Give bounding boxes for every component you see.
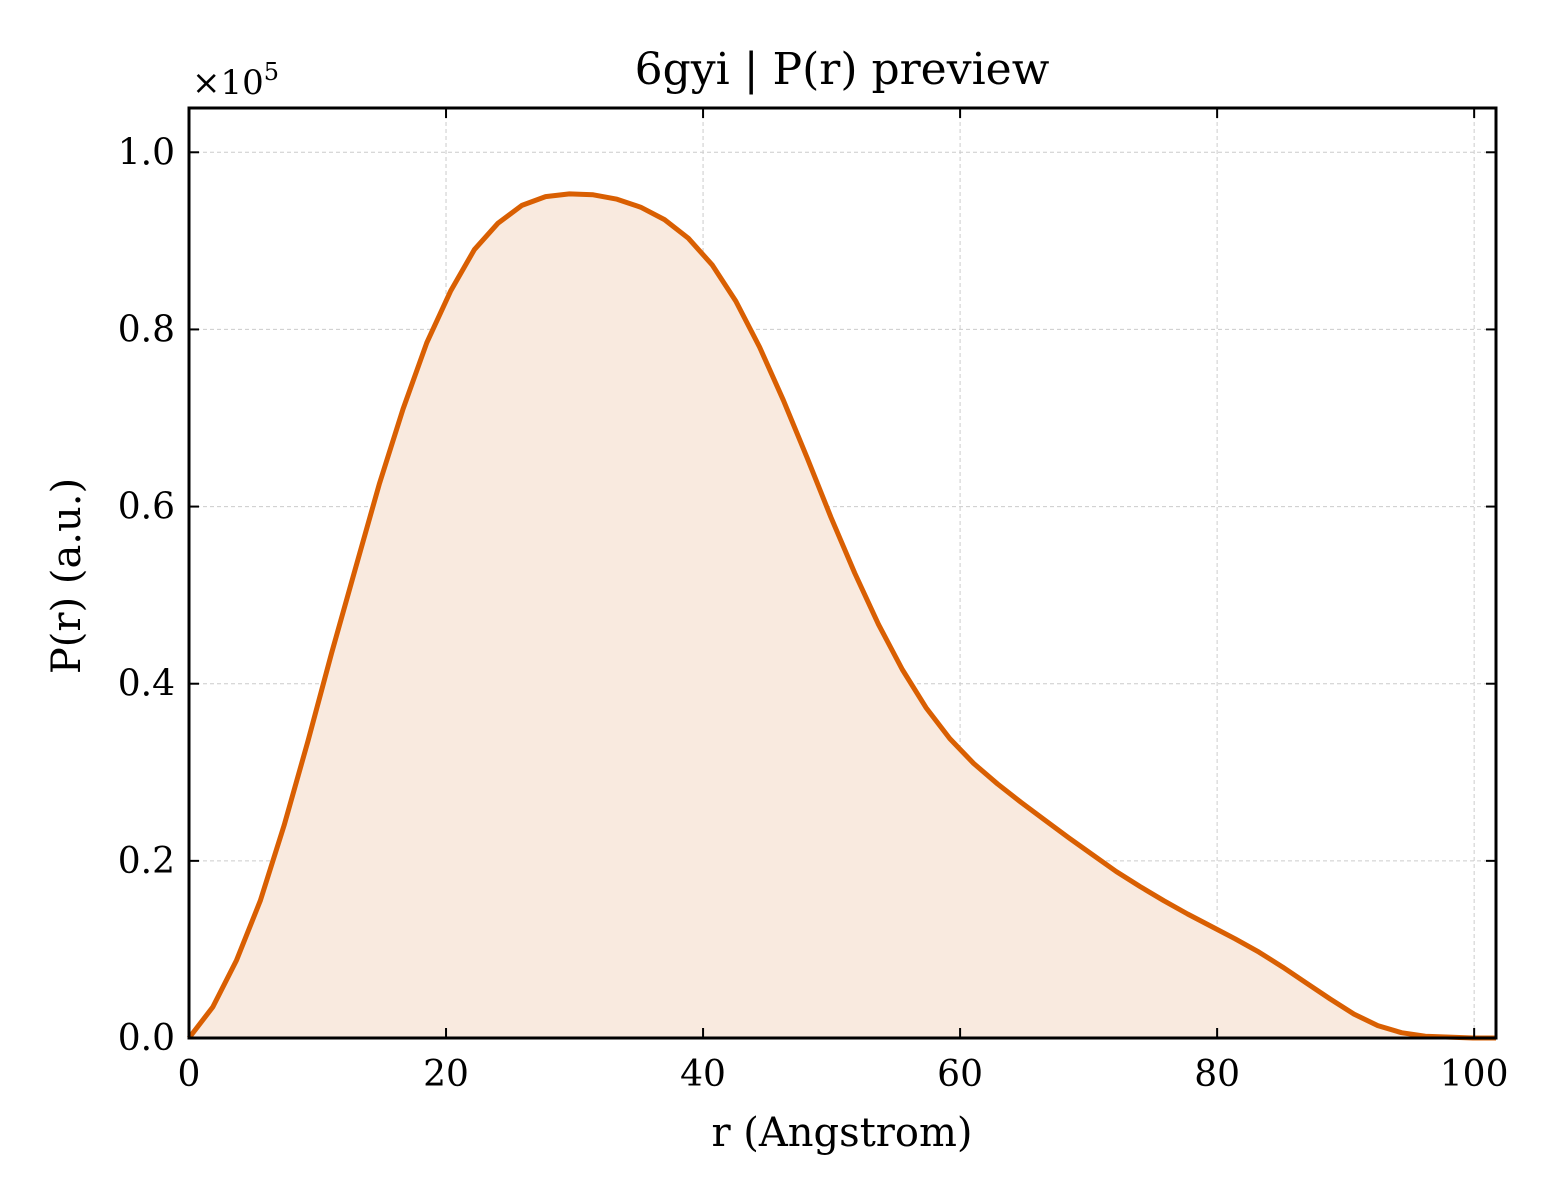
plot-frame [187, 106, 1498, 1040]
y-axis-ticks: 0.0 0.2 0.4 0.6 0.8 1.0 [118, 132, 1496, 1059]
y-axis-label: P(r) (a.u.) [44, 478, 90, 674]
x-tick-label: 0 [178, 1054, 201, 1095]
y-tick-label: 1.0 [118, 132, 175, 173]
x-tick-label: 40 [680, 1054, 726, 1095]
y-multiplier-base: ×10 [192, 63, 264, 103]
x-axis-label: r (Angstrom) [711, 1110, 972, 1156]
y-multiplier-exponent: 5 [264, 58, 279, 86]
chart-title: 6gyi | P(r) preview [635, 44, 1050, 95]
y-tick-label: 0.8 [118, 309, 175, 350]
pr-area-fill [189, 193, 1496, 1038]
y-tick-label: 0.6 [118, 487, 175, 528]
y-tick-label: 0.2 [118, 841, 175, 882]
y-tick-label: 0.0 [118, 1018, 175, 1059]
x-axis-ticks: 0 20 40 60 80 100 [178, 108, 1509, 1095]
x-tick-label: 80 [1194, 1054, 1240, 1095]
y-axis-multiplier: ×105 [192, 58, 279, 103]
x-tick-label: 60 [937, 1054, 983, 1095]
x-tick-label: 20 [423, 1054, 469, 1095]
pr-line-series [187, 191, 1496, 1041]
x-tick-label: 100 [1440, 1054, 1509, 1095]
y-tick-label: 0.4 [118, 664, 175, 705]
